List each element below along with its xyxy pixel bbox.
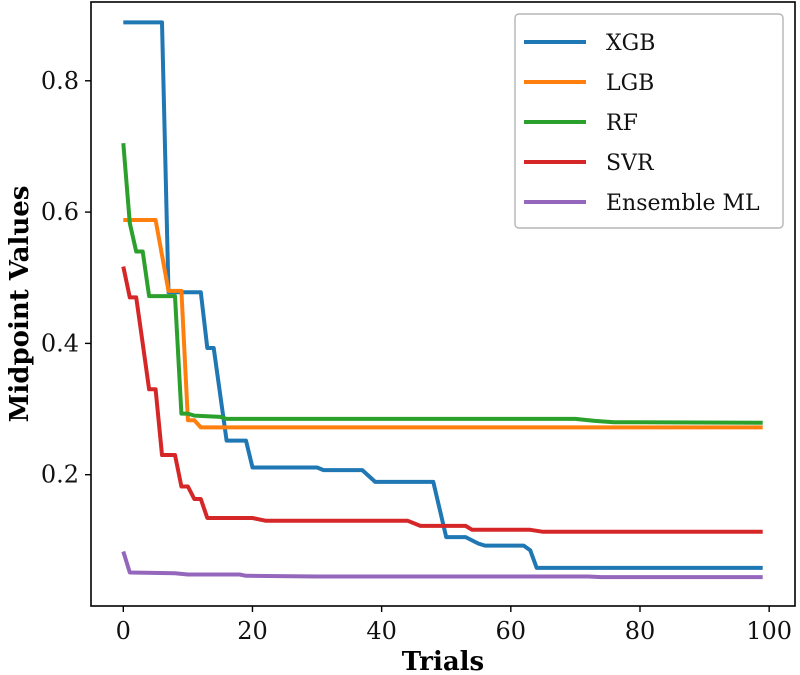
x-tick-label: 0 [116,617,131,645]
series-line-xgb [123,20,763,570]
series-line-rf [121,143,763,425]
y-tick-label: 0.6 [41,198,79,226]
series-line-lgb [123,218,763,430]
y-tick-label: 0.4 [41,329,79,357]
lines-layer [121,20,763,580]
legend-label: LGB [606,71,654,96]
plot-frame [90,1,796,607]
x-axis-title: Trials [402,647,484,675]
series-line-ensemble-ml [121,550,763,580]
x-tick-label: 60 [496,617,527,645]
legend-label: Ensemble ML [606,191,760,216]
legend-label: XGB [606,31,655,56]
legend-items: XGB LGB RF SVR Ensemble ML [524,31,760,216]
x-tick-label: 80 [625,617,656,645]
legend-label: RF [606,111,638,136]
legend-entry: LGB [524,71,654,96]
legend-entry: Ensemble ML [524,191,760,216]
y-tick-label: 0.8 [41,67,79,95]
legend-entry: XGB [524,31,655,56]
x-tick-label: 40 [366,617,397,645]
y-axis-title: Midpoint Values [5,186,35,423]
y-tick-label: 0.2 [41,461,79,489]
ticks-layer: 0 20 40 60 80 100 0.2 0.4 0.6 0.8 [41,67,792,645]
series-line-svr [121,266,763,534]
legend-entry: SVR [524,151,655,176]
legend-frame [514,13,784,229]
x-tick-label: 100 [746,617,792,645]
x-tick-label: 20 [237,617,268,645]
legend: XGB LGB RF SVR Ensemble ML [514,13,784,229]
legend-entry: RF [524,111,638,136]
legend-label: SVR [606,151,655,176]
